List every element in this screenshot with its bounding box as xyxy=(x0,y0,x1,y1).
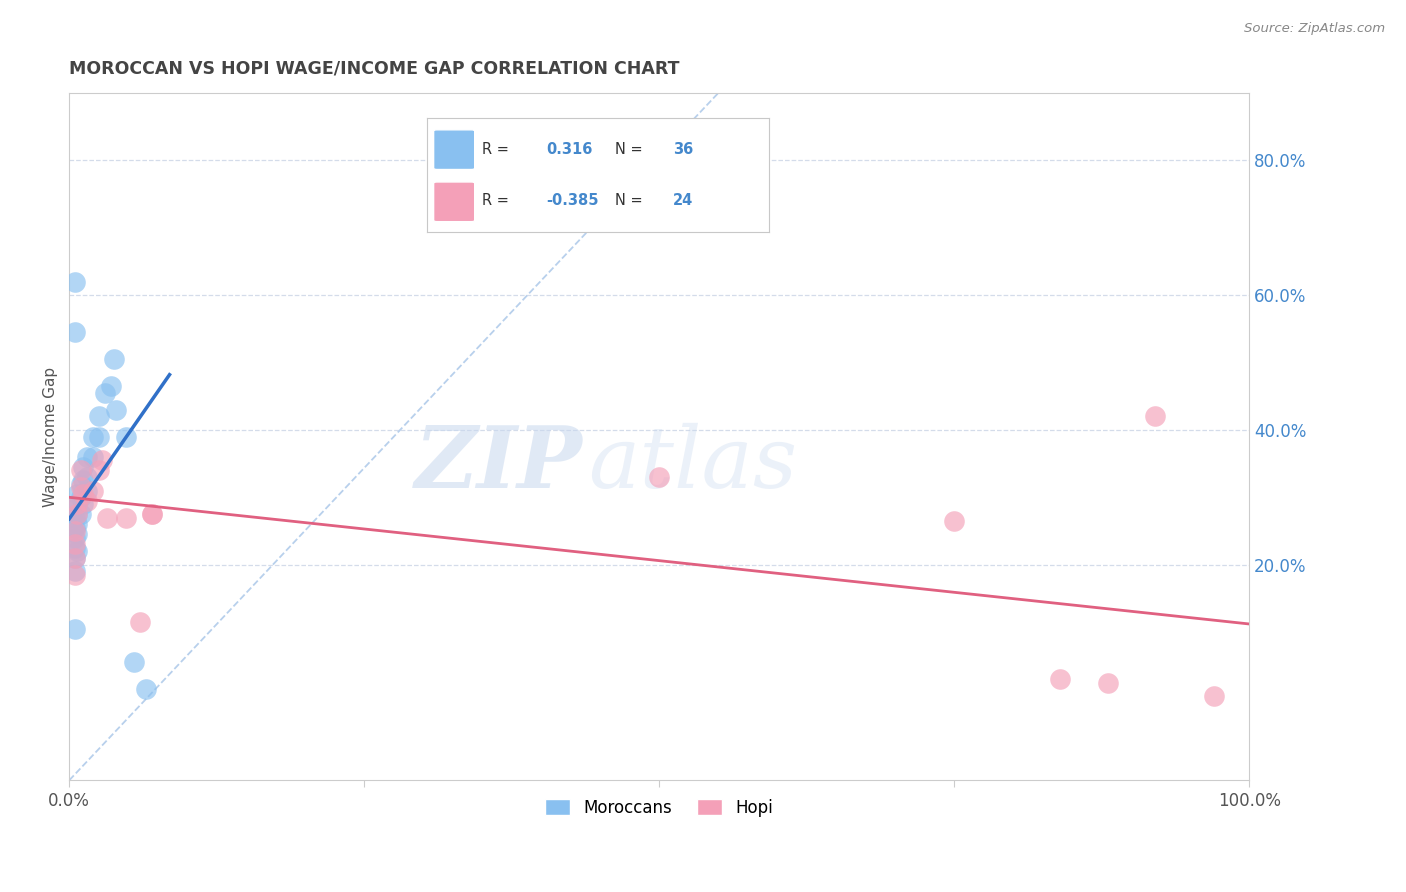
Point xyxy=(70,476,93,491)
Point xyxy=(76,493,98,508)
Point xyxy=(66,544,89,558)
Point xyxy=(66,527,89,541)
Text: ZIP: ZIP xyxy=(415,423,582,506)
Point xyxy=(66,497,89,511)
Point xyxy=(66,517,89,532)
Legend: Moroccans, Hopi: Moroccans, Hopi xyxy=(538,792,780,823)
Point xyxy=(115,430,138,444)
Point xyxy=(66,497,89,511)
Point xyxy=(100,379,122,393)
Point xyxy=(70,463,93,477)
Point xyxy=(63,622,86,636)
Point xyxy=(103,352,125,367)
Point xyxy=(66,507,89,521)
Text: atlas: atlas xyxy=(589,423,797,506)
Point xyxy=(87,430,110,444)
Point xyxy=(72,460,94,475)
Point xyxy=(63,551,86,566)
Point xyxy=(63,565,86,579)
Point xyxy=(122,656,145,670)
Point xyxy=(63,531,86,545)
Point xyxy=(648,470,671,484)
Point xyxy=(76,450,98,464)
Y-axis label: Wage/Income Gap: Wage/Income Gap xyxy=(44,367,58,507)
Point xyxy=(141,507,163,521)
Point xyxy=(1143,409,1166,424)
Point xyxy=(76,470,98,484)
Point xyxy=(1049,672,1071,686)
Point xyxy=(943,514,966,528)
Text: Source: ZipAtlas.com: Source: ZipAtlas.com xyxy=(1244,22,1385,36)
Point xyxy=(141,507,163,521)
Point xyxy=(63,500,86,515)
Point xyxy=(115,510,138,524)
Point xyxy=(135,682,157,697)
Point xyxy=(63,325,86,339)
Point xyxy=(72,474,94,488)
Point xyxy=(66,487,89,501)
Point xyxy=(93,385,115,400)
Point xyxy=(63,551,86,566)
Point xyxy=(82,430,104,444)
Point xyxy=(1202,689,1225,703)
Point xyxy=(129,615,152,629)
Point xyxy=(72,497,94,511)
Point xyxy=(82,450,104,464)
Point xyxy=(66,507,89,521)
Point xyxy=(70,491,93,505)
Point xyxy=(63,510,86,524)
Text: MOROCCAN VS HOPI WAGE/INCOME GAP CORRELATION CHART: MOROCCAN VS HOPI WAGE/INCOME GAP CORRELA… xyxy=(69,60,679,78)
Point xyxy=(63,541,86,555)
Point xyxy=(63,524,86,538)
Point xyxy=(105,402,128,417)
Point xyxy=(87,409,110,424)
Point xyxy=(72,487,94,501)
Point xyxy=(70,507,93,521)
Point xyxy=(63,567,86,582)
Point xyxy=(87,463,110,477)
Point xyxy=(70,480,93,494)
Point xyxy=(82,483,104,498)
Point xyxy=(1097,675,1119,690)
Point xyxy=(96,510,118,524)
Point xyxy=(76,483,98,498)
Point xyxy=(63,521,86,535)
Point xyxy=(63,275,86,289)
Point xyxy=(63,537,86,551)
Point xyxy=(91,453,114,467)
